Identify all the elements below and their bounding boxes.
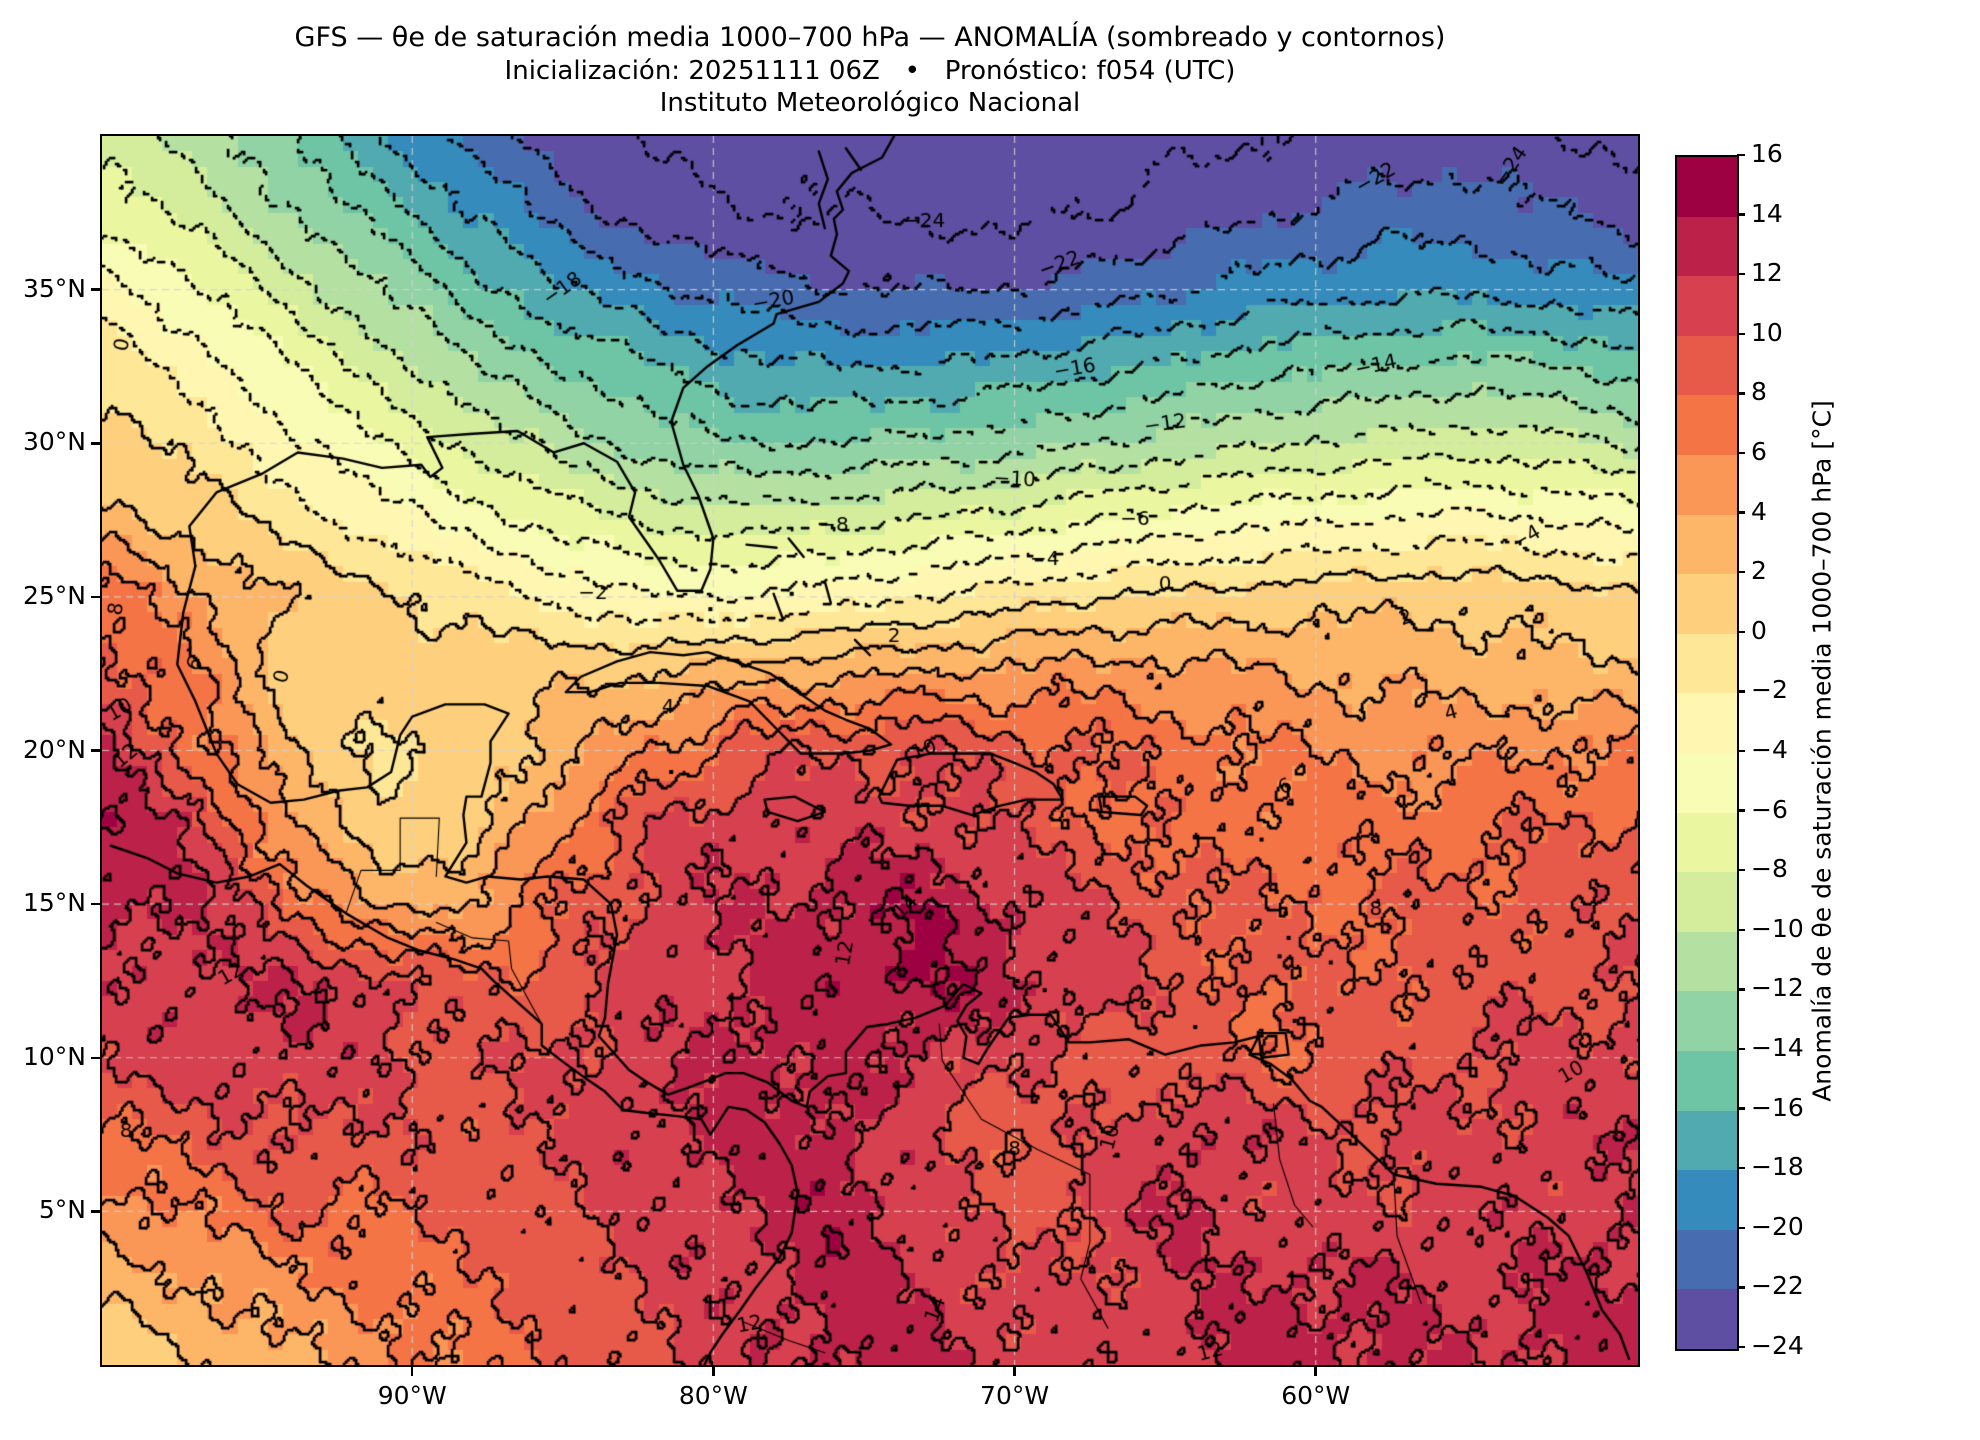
x-tick-mark — [1314, 1367, 1317, 1376]
colorbar-tick-mark — [1737, 451, 1745, 455]
colorbar-segment — [1677, 454, 1737, 515]
colorbar-segment — [1677, 931, 1737, 992]
colorbar-tick-label: 14 — [1751, 198, 1783, 228]
colorbar-segment — [1677, 1050, 1737, 1111]
y-tick-label: 20°N — [22, 734, 86, 764]
colorbar-tick-label: 2 — [1751, 556, 1767, 586]
x-tick-label: 70°W — [980, 1381, 1050, 1410]
colorbar-tick-mark — [1737, 1345, 1745, 1349]
colorbar-tick-mark — [1737, 868, 1745, 872]
institution-name: Instituto Meteorológico Nacional — [659, 88, 1081, 118]
colorbar-tick-mark — [1737, 392, 1745, 395]
y-tick-label: 5°N — [38, 1195, 86, 1225]
y-tick-label: 10°N — [22, 1041, 86, 1071]
y-tick-label: 35°N — [22, 273, 86, 303]
x-tick-label: 90°W — [377, 1381, 447, 1410]
colorbar-segment — [1677, 991, 1737, 1051]
colorbar-tick-mark — [1737, 928, 1745, 932]
colorbar-tick-mark — [1737, 1226, 1745, 1230]
colorbar-tick-mark — [1737, 570, 1745, 574]
colorbar-tick-label: −8 — [1751, 854, 1788, 884]
colorbar-segment — [1677, 693, 1737, 753]
colorbar-segment — [1677, 395, 1737, 455]
colorbar-segment — [1677, 574, 1737, 634]
colorbar-tick-label: −16 — [1751, 1092, 1804, 1122]
colorbar-tick-label: −4 — [1751, 735, 1788, 764]
y-tick-mark — [91, 902, 100, 906]
colorbar-tick-mark — [1737, 153, 1745, 157]
colorbar-tick-label: 6 — [1751, 437, 1767, 466]
colorbar-tick-label: −14 — [1751, 1033, 1804, 1062]
colorbar-segment — [1677, 157, 1737, 217]
subtitle-init-forecast: Inicialización: 20251111 06Z • Pronóstic… — [504, 56, 1236, 86]
colorbar-tick-label: −2 — [1751, 675, 1788, 705]
y-tick-mark — [91, 288, 100, 291]
colorbar-tick-mark — [1737, 213, 1745, 216]
colorbar-tick-label: −12 — [1751, 973, 1804, 1003]
y-tick-mark — [91, 1210, 100, 1213]
y-tick-mark — [91, 595, 100, 599]
colorbar-tick-mark — [1737, 630, 1745, 634]
colorbar-segment — [1677, 633, 1737, 694]
y-tick-mark — [91, 749, 100, 752]
x-tick-mark — [1013, 1367, 1016, 1376]
y-tick-label: 15°N — [22, 888, 86, 918]
colorbar-tick-label: 0 — [1751, 615, 1767, 645]
colorbar-tick-label: −10 — [1751, 913, 1804, 943]
colorbar-tick-label: −18 — [1751, 1152, 1804, 1182]
colorbar-tick-label: −6 — [1751, 794, 1788, 824]
colorbar-segment — [1677, 216, 1737, 277]
y-tick-label: 30°N — [22, 427, 86, 457]
colorbar-tick-label: −22 — [1751, 1271, 1804, 1301]
y-tick-mark — [91, 1056, 100, 1059]
colorbar-tick-label: 16 — [1751, 139, 1783, 168]
colorbar-tick-mark — [1737, 1286, 1745, 1289]
colorbar — [1675, 155, 1739, 1351]
colorbar-segment — [1677, 752, 1737, 813]
colorbar-segment — [1677, 1289, 1737, 1349]
colorbar-tick-mark — [1737, 690, 1745, 693]
colorbar-tick-mark — [1737, 511, 1745, 514]
colorbar-tick-label: 12 — [1751, 258, 1783, 288]
colorbar-title: Anomalía de θe de saturación media 1000–… — [1807, 400, 1837, 1102]
colorbar-segment — [1677, 1170, 1737, 1230]
colorbar-tick-label: −24 — [1751, 1331, 1804, 1360]
anomaly-contour-map-canvas — [102, 136, 1638, 1365]
colorbar-segment — [1677, 872, 1737, 932]
colorbar-tick-mark — [1737, 809, 1745, 812]
colorbar-segment — [1677, 1229, 1737, 1290]
colorbar-tick-mark — [1737, 1107, 1745, 1110]
x-tick-mark — [712, 1367, 715, 1376]
colorbar-tick-mark — [1737, 332, 1745, 336]
colorbar-segment — [1677, 276, 1737, 336]
colorbar-tick-label: 4 — [1751, 496, 1767, 526]
colorbar-tick-mark — [1737, 1166, 1745, 1170]
x-tick-label: 80°W — [678, 1381, 748, 1410]
colorbar-segment — [1677, 1110, 1737, 1171]
colorbar-tick-mark — [1737, 988, 1745, 991]
x-tick-mark — [410, 1367, 414, 1376]
colorbar-segment — [1677, 812, 1737, 873]
colorbar-tick-label: 10 — [1751, 317, 1783, 347]
colorbar-segment — [1677, 514, 1737, 575]
y-tick-mark — [91, 442, 100, 445]
x-tick-label: 60°W — [1281, 1381, 1351, 1410]
colorbar-tick-mark — [1737, 1047, 1745, 1051]
colorbar-tick-label: −20 — [1751, 1211, 1804, 1241]
colorbar-segment — [1677, 335, 1737, 396]
page-title: GFS — θe de saturación media 1000–700 hP… — [294, 22, 1446, 53]
colorbar-tick-label: 8 — [1751, 377, 1767, 407]
map-plot-area — [100, 134, 1640, 1367]
colorbar-tick-mark — [1737, 272, 1745, 276]
y-tick-label: 25°N — [22, 580, 86, 610]
colorbar-tick-mark — [1737, 749, 1745, 753]
